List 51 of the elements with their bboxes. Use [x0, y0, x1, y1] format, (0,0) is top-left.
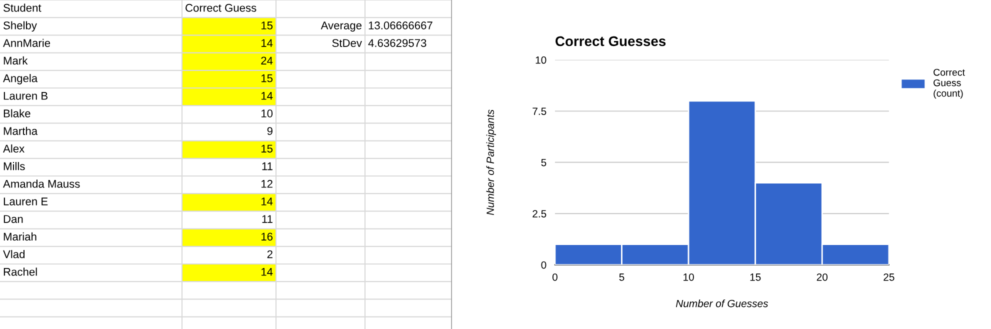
- category-label: Lauren E: [4, 198, 48, 206]
- data-label: 14: [261, 268, 273, 276]
- data-label: 15: [261, 144, 273, 153]
- data-label: 10: [261, 110, 273, 118]
- category-label: Vlad: [3, 250, 25, 258]
- text: StDev: [332, 39, 362, 47]
- data-label: 14: [261, 92, 273, 100]
- text: Student: [4, 4, 42, 12]
- data-label: 16: [261, 232, 273, 241]
- data-label: 14: [261, 198, 273, 206]
- y-tick-label: 5: [541, 158, 546, 166]
- category-label: Rachel: [4, 268, 37, 276]
- x-axis-title: Number of Guesses: [676, 300, 768, 308]
- data-label: 15: [261, 22, 273, 30]
- x-tick-label: 25: [884, 273, 894, 281]
- data-label: 12: [261, 180, 272, 188]
- y-tick-label: 0: [541, 261, 546, 269]
- category-label: Mills: [4, 162, 25, 170]
- chart-title: Correct Guesses: [556, 36, 666, 46]
- y-tick-label: 7.5: [532, 108, 546, 115]
- data-label: 2: [267, 250, 272, 258]
- x-tick-label: 10: [684, 273, 694, 281]
- category-label: Alex: [3, 144, 24, 153]
- x-tick-label: 20: [816, 273, 828, 281]
- text: 4.63629573: [368, 39, 426, 47]
- data-label: 11: [262, 215, 272, 223]
- category-label: Angela: [3, 74, 38, 84]
- category-label: Mariah: [4, 232, 36, 241]
- x-tick-label: 0: [552, 273, 558, 281]
- text: Correct Guess: [186, 4, 256, 12]
- category-label: Dan: [4, 215, 23, 223]
- category-label: Blake: [4, 109, 30, 118]
- category-label: Martha: [4, 126, 38, 135]
- y-axis-title: Number of Participants: [486, 110, 496, 216]
- text: 13.06666667: [368, 22, 432, 30]
- data-label: 11: [262, 162, 272, 170]
- legend-label: Correct Guess (count): [934, 68, 965, 99]
- y-tick-label: 10: [536, 56, 546, 64]
- data-label: 15: [261, 74, 273, 82]
- text: Average: [320, 22, 362, 32]
- y-tick-label: 2.5: [532, 210, 546, 218]
- category-label: AnnMarie: [3, 38, 50, 47]
- data-label: 14: [261, 39, 273, 47]
- x-tick-label: 5: [619, 274, 624, 281]
- category-label: Mark: [4, 56, 28, 65]
- category-label: Lauren B: [4, 92, 48, 100]
- data-label: 9: [267, 127, 272, 135]
- category-label: Shelby: [4, 21, 37, 32]
- category-label: Amanda Mauss: [3, 180, 80, 188]
- data-label: 24: [261, 56, 273, 64]
- x-tick-label: 15: [750, 274, 761, 281]
